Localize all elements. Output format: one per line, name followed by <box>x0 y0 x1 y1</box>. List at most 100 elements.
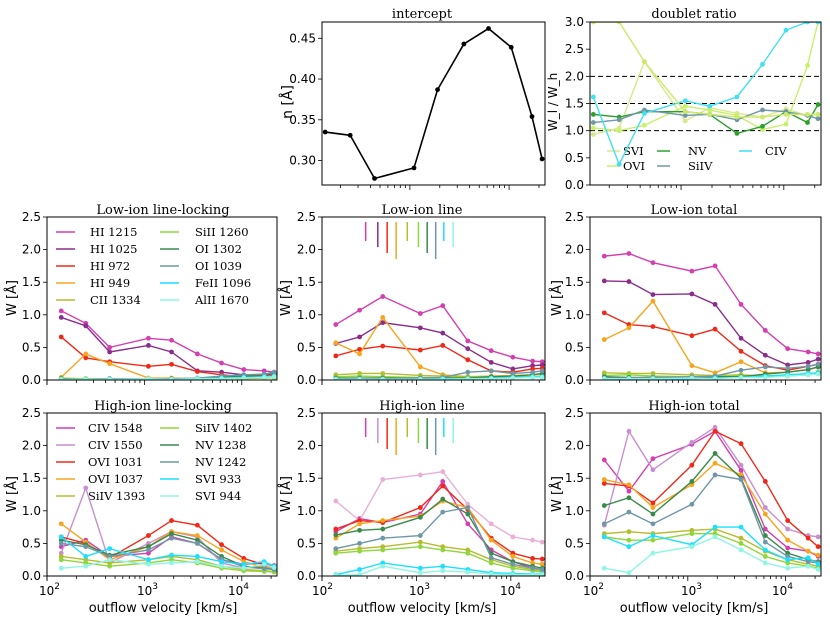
data-point <box>486 26 491 31</box>
series-line <box>604 280 819 366</box>
y-tick-label: 2.0 <box>22 243 41 257</box>
data-point <box>465 511 471 517</box>
series-group <box>322 26 545 181</box>
ylabel-intercept: n [Å] <box>279 85 296 119</box>
data-point <box>626 509 632 515</box>
data-point <box>785 365 791 371</box>
data-point <box>417 514 423 520</box>
data-point <box>194 541 200 546</box>
data-point <box>707 103 713 109</box>
data-point <box>465 376 471 380</box>
series-line <box>603 430 819 558</box>
data-point <box>762 554 768 559</box>
data-point <box>146 335 151 341</box>
data-point <box>440 568 446 574</box>
data-point <box>805 63 810 68</box>
data-point <box>689 501 695 507</box>
data-point <box>488 537 494 543</box>
data-point <box>333 526 339 532</box>
data-point <box>601 457 607 463</box>
data-point <box>738 441 744 447</box>
data-point <box>488 560 494 566</box>
series-line <box>61 316 275 377</box>
data-point <box>762 560 768 566</box>
data-point <box>626 544 632 550</box>
legend-label: SVI 933 <box>195 472 241 486</box>
data-point <box>601 376 607 380</box>
data-point <box>738 359 744 365</box>
data-point <box>465 369 471 375</box>
data-point <box>805 559 811 565</box>
data-point <box>107 546 113 552</box>
data-point <box>347 132 353 138</box>
data-point <box>417 544 423 550</box>
data-point <box>712 428 718 434</box>
data-point <box>411 165 417 171</box>
legend-label: SVI 944 <box>195 489 241 503</box>
data-point <box>805 22 810 25</box>
y-tick-label: 0.30 <box>289 154 316 168</box>
data-point <box>333 322 339 327</box>
data-point <box>83 563 89 569</box>
data-point <box>83 376 89 380</box>
data-point <box>785 537 791 543</box>
panel-high-line-locking: 0.0 0.5 1.0 1.5 2.0 2.5 <box>22 406 278 583</box>
panel-title-low-total: Low-ion total <box>651 203 738 218</box>
data-point <box>440 547 446 553</box>
data-point <box>783 111 789 117</box>
data-point <box>58 315 64 320</box>
data-point <box>83 355 89 361</box>
panel-low-line-locking: 0.0 0.5 1.0 1.5 2.0 2.5 <box>22 210 278 387</box>
data-point <box>440 563 446 569</box>
y-tick-label: 0.0 <box>565 178 584 192</box>
data-point <box>590 132 596 137</box>
axes-frame <box>589 21 822 186</box>
data-point <box>642 59 647 65</box>
data-point <box>738 462 744 468</box>
data-point <box>590 125 596 131</box>
data-point <box>712 301 718 307</box>
data-point <box>357 346 362 352</box>
data-point <box>712 326 718 332</box>
ylabel-low-total: W [Å] <box>549 280 565 316</box>
data-point <box>626 251 632 256</box>
series-line <box>604 363 819 379</box>
data-point <box>530 565 536 571</box>
series-line <box>325 27 543 180</box>
data-point <box>601 503 607 508</box>
data-point <box>219 547 224 553</box>
series-line <box>604 252 819 355</box>
data-point <box>785 545 791 551</box>
data-point <box>417 311 423 316</box>
data-point <box>58 534 64 540</box>
data-point <box>650 537 656 543</box>
data-point <box>530 358 536 364</box>
data-point <box>689 544 695 550</box>
data-point <box>712 524 718 530</box>
data-point <box>465 550 471 556</box>
data-point <box>58 521 64 527</box>
data-point <box>815 567 821 572</box>
data-point <box>738 547 744 553</box>
data-point <box>380 376 386 380</box>
series-line <box>61 537 275 571</box>
y-tick-label: 1.5 <box>565 275 584 289</box>
data-point <box>271 374 277 380</box>
xtick-label: 102 <box>312 582 333 598</box>
data-point <box>440 330 446 336</box>
data-point <box>380 294 386 299</box>
xtick-labels-left: 102 103 104 <box>39 582 249 598</box>
data-point <box>539 567 545 572</box>
data-point <box>539 539 545 545</box>
y-tick-label: 0.0 <box>22 373 41 387</box>
panel-title-high-line-locking: High-ion line-locking <box>94 399 232 414</box>
data-point <box>616 161 622 167</box>
data-point <box>322 129 328 135</box>
data-point <box>440 376 446 380</box>
panel-high-line: 0.0 0.5 1.0 1.5 2.0 2.5 <box>297 406 546 583</box>
data-point <box>417 364 423 370</box>
legend-label: NV 1238 <box>195 438 246 452</box>
data-point <box>762 533 768 538</box>
axes-frame <box>589 216 822 381</box>
